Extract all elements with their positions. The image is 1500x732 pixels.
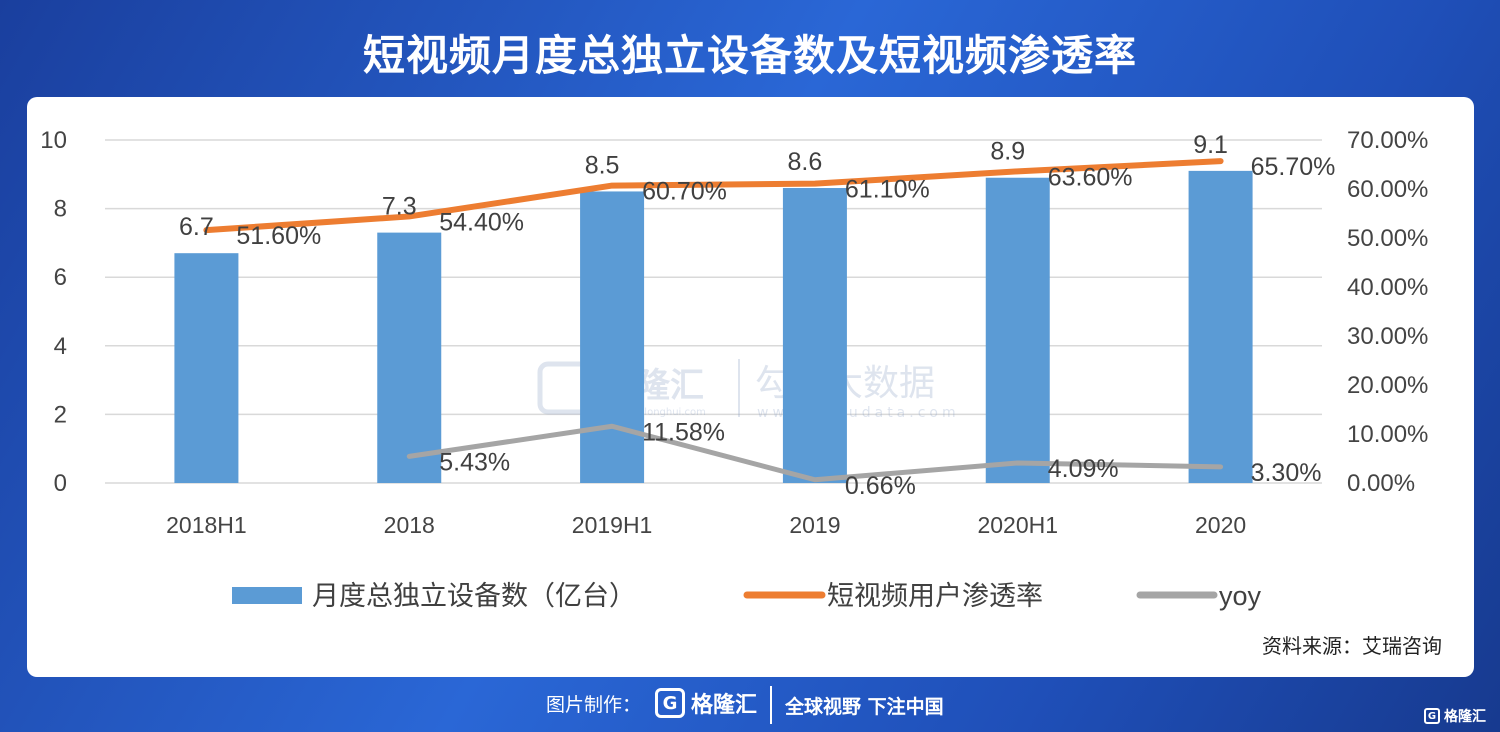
chart-canvas: 格隆汇 www.gelonghui.com 勾股大数据 www.gogudata…: [40, 127, 1428, 611]
corner-logo-icon: G: [1424, 708, 1440, 724]
y-tick-label: 4: [54, 333, 67, 360]
y2-tick-label: 50.00%: [1347, 225, 1428, 252]
logo-icon: G: [655, 688, 685, 718]
chart-title: 短视频月度总独立设备数及短视频渗透率: [362, 31, 1137, 80]
y-tick-label: 0: [54, 470, 67, 497]
footer-logo: G 格隆汇: [655, 688, 757, 718]
penetration-data-label: 51.60%: [236, 222, 321, 250]
y2-tick-label: 30.00%: [1347, 323, 1428, 350]
yoy-data-label: 4.09%: [1048, 455, 1119, 483]
corner-logo: G 格隆汇: [1424, 706, 1486, 726]
yoy-data-label: 11.58%: [642, 418, 725, 446]
chart-card: 格隆汇 www.gelonghui.com 勾股大数据 www.gogudata…: [27, 97, 1474, 677]
penetration-line: [203, 158, 1224, 234]
bar-data-label: 8.9: [990, 138, 1025, 166]
y2-tick-label: 60.00%: [1347, 176, 1428, 203]
penetration-data-label: 61.10%: [845, 176, 930, 204]
y-tick-label: 6: [54, 264, 67, 291]
legend-label-bar: 月度总独立设备数（亿台）: [312, 581, 636, 611]
y-tick-label: 10: [40, 127, 67, 154]
x-tick-label: 2020H1: [977, 512, 1058, 538]
penetration-data-label: 63.60%: [1048, 163, 1133, 191]
bar-data-label: 8.6: [788, 148, 823, 176]
y2-tick-label: 40.00%: [1347, 274, 1428, 301]
legend-swatch-bar: [232, 587, 302, 604]
x-tick-label: 2019: [789, 512, 840, 538]
bar-data-label: 6.7: [179, 213, 214, 241]
y-tick-label: 8: [54, 196, 67, 223]
penetration-data-label: 54.40%: [439, 208, 524, 236]
logo-text: 格隆汇: [691, 693, 758, 718]
y2-tick-label: 10.00%: [1347, 421, 1428, 448]
yoy-data-label: 0.66%: [845, 472, 916, 500]
y-tick-label: 2: [54, 401, 67, 428]
corner-logo-text: 格隆汇: [1444, 709, 1486, 725]
footer-slogan: 全球视野 下注中国: [785, 696, 944, 718]
yoy-data-label: 3.30%: [1251, 459, 1322, 487]
y2-tick-label: 20.00%: [1347, 372, 1428, 399]
x-tick-label: 2019H1: [572, 512, 653, 538]
footer-credit: 图片制作：: [546, 694, 642, 716]
legend-label-penetration: 短视频用户渗透率: [827, 581, 1043, 611]
bar: [174, 253, 239, 483]
y2-tick-label: 0.00%: [1347, 470, 1415, 497]
x-tick-label: 2020: [1195, 512, 1246, 538]
penetration-data-label: 65.70%: [1251, 153, 1336, 181]
bar: [580, 191, 645, 483]
x-tick-label: 2018H1: [166, 512, 247, 538]
yoy-line: [406, 423, 1224, 483]
bar: [377, 232, 442, 483]
source-note: 资料来源：艾瑞咨询: [1262, 634, 1442, 658]
bar: [985, 177, 1050, 483]
gridlines: [105, 139, 1322, 484]
bar-data-label: 9.1: [1193, 131, 1228, 159]
bar: [1188, 170, 1253, 483]
footer: 图片制作： G 格隆汇 全球视野 下注中国: [0, 684, 1500, 732]
x-tick-label: 2018: [384, 512, 435, 538]
watermark-brand-url: www.gelonghui.com: [605, 407, 706, 418]
legend-label-yoy: yoy: [1219, 581, 1262, 611]
penetration-data-label: 60.70%: [642, 178, 727, 206]
footer-divider: [770, 686, 772, 724]
y2-tick-label: 70.00%: [1347, 127, 1428, 154]
yoy-data-label: 5.43%: [439, 448, 510, 476]
bar-data-label: 7.3: [382, 193, 417, 221]
bar: [782, 188, 847, 483]
bar-data-label: 8.5: [585, 151, 620, 179]
